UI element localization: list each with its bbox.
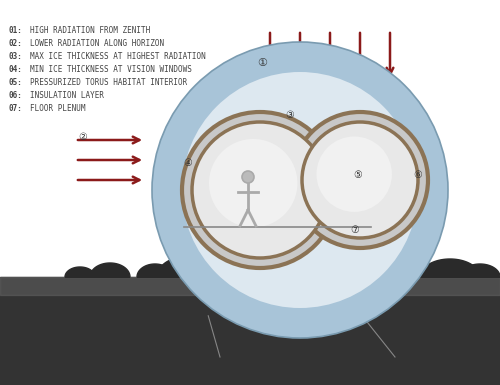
Circle shape — [209, 139, 298, 228]
Circle shape — [182, 112, 338, 268]
Text: PRESSURIZED TORUS HABITAT INTERIOR: PRESSURIZED TORUS HABITAT INTERIOR — [30, 77, 188, 87]
Text: 07:: 07: — [8, 104, 22, 112]
Circle shape — [302, 122, 418, 238]
Polygon shape — [232, 254, 308, 282]
Text: ⑦: ⑦ — [350, 225, 360, 235]
Text: ③: ③ — [286, 110, 294, 120]
Text: MAX ICE THICKNESS AT HIGHEST RADIATION: MAX ICE THICKNESS AT HIGHEST RADIATION — [30, 52, 206, 60]
Text: LOWER RADIATION ALONG HORIZON: LOWER RADIATION ALONG HORIZON — [30, 38, 164, 47]
Text: 06:: 06: — [8, 90, 22, 99]
Polygon shape — [137, 264, 173, 277]
Polygon shape — [157, 257, 213, 277]
Polygon shape — [320, 263, 360, 277]
Text: ⑤: ⑤ — [354, 170, 362, 180]
Circle shape — [316, 137, 392, 212]
Text: 02:: 02: — [8, 38, 22, 47]
Text: ⑥: ⑥ — [414, 170, 422, 180]
Circle shape — [152, 42, 448, 338]
Circle shape — [192, 122, 328, 258]
Text: 04:: 04: — [8, 65, 22, 74]
Circle shape — [292, 112, 428, 248]
Polygon shape — [335, 252, 405, 277]
Polygon shape — [90, 263, 130, 277]
Text: ①: ① — [257, 58, 267, 68]
Text: ②: ② — [78, 132, 88, 142]
Text: INSULATION LAYER: INSULATION LAYER — [30, 90, 104, 99]
Polygon shape — [270, 261, 320, 279]
Text: MIN ICE THICKNESS AT VISION WINDOWS: MIN ICE THICKNESS AT VISION WINDOWS — [30, 65, 192, 74]
Text: HIGH RADIATION FROM ZENITH: HIGH RADIATION FROM ZENITH — [30, 25, 150, 35]
Polygon shape — [460, 264, 500, 277]
Polygon shape — [0, 277, 500, 385]
Polygon shape — [420, 259, 480, 277]
Text: ④: ④ — [184, 158, 192, 168]
Text: 01:: 01: — [8, 25, 22, 35]
Polygon shape — [195, 267, 225, 277]
Circle shape — [182, 72, 418, 308]
Circle shape — [242, 171, 254, 183]
Polygon shape — [385, 259, 435, 277]
Text: 05:: 05: — [8, 77, 22, 87]
Text: 03:: 03: — [8, 52, 22, 60]
Polygon shape — [65, 267, 95, 277]
Text: FLOOR PLENUM: FLOOR PLENUM — [30, 104, 86, 112]
